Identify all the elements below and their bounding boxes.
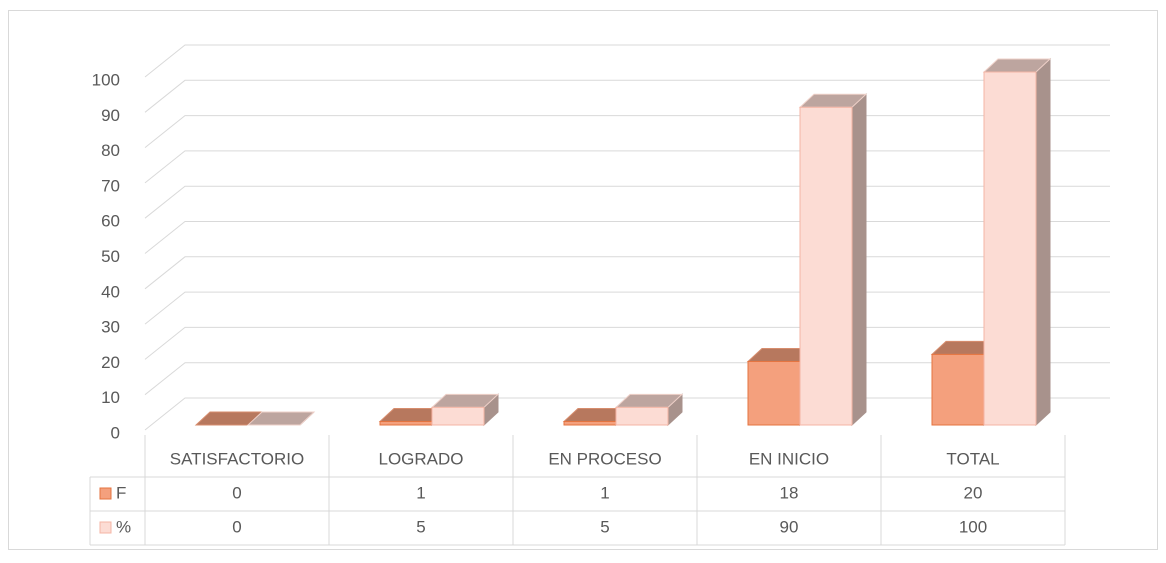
legend-label: % <box>116 517 131 536</box>
bar-side <box>1035 57 1051 427</box>
table-cell: 18 <box>780 483 799 502</box>
bar <box>747 360 801 426</box>
grid-line <box>144 44 1110 78</box>
grid-line <box>144 79 1110 113</box>
legend-swatch <box>99 487 112 500</box>
y-tick-label: 20 <box>101 353 120 372</box>
table-cell: 0 <box>232 517 241 536</box>
y-tick-label: 40 <box>101 282 120 301</box>
bar-side <box>851 93 867 427</box>
y-tick-label: 100 <box>92 70 120 89</box>
bar <box>799 106 853 426</box>
x-tick-label: TOTAL <box>946 449 999 468</box>
x-tick-label: LOGRADO <box>378 449 463 468</box>
y-tick-label: 70 <box>101 176 120 195</box>
y-tick-label: 0 <box>111 423 120 442</box>
legend-label: F <box>116 483 126 502</box>
legend-swatch <box>99 521 112 534</box>
x-tick-label: SATISFACTORIO <box>170 449 304 468</box>
bar <box>563 420 617 426</box>
table-cell: 90 <box>780 517 799 536</box>
bar <box>615 406 669 426</box>
bar <box>379 420 433 426</box>
bar <box>983 71 1037 426</box>
y-tick-label: 50 <box>101 247 120 266</box>
y-tick-label: 60 <box>101 212 120 231</box>
y-tick-label: 80 <box>101 141 120 160</box>
table-cell: 0 <box>232 483 241 502</box>
y-tick-label: 90 <box>101 106 120 125</box>
y-tick-label: 10 <box>101 388 120 407</box>
x-tick-label: EN INICIO <box>749 449 829 468</box>
x-tick-label: EN PROCESO <box>548 449 661 468</box>
table-cell: 20 <box>964 483 983 502</box>
table-cell: 1 <box>416 483 425 502</box>
bar <box>431 406 485 426</box>
bar-top <box>246 411 316 426</box>
table-cell: 5 <box>600 517 609 536</box>
table-cell: 1 <box>600 483 609 502</box>
table-cell: 100 <box>959 517 987 536</box>
y-tick-label: 30 <box>101 318 120 337</box>
bar <box>931 353 985 426</box>
table-cell: 5 <box>416 517 425 536</box>
chart-border <box>8 10 1158 550</box>
